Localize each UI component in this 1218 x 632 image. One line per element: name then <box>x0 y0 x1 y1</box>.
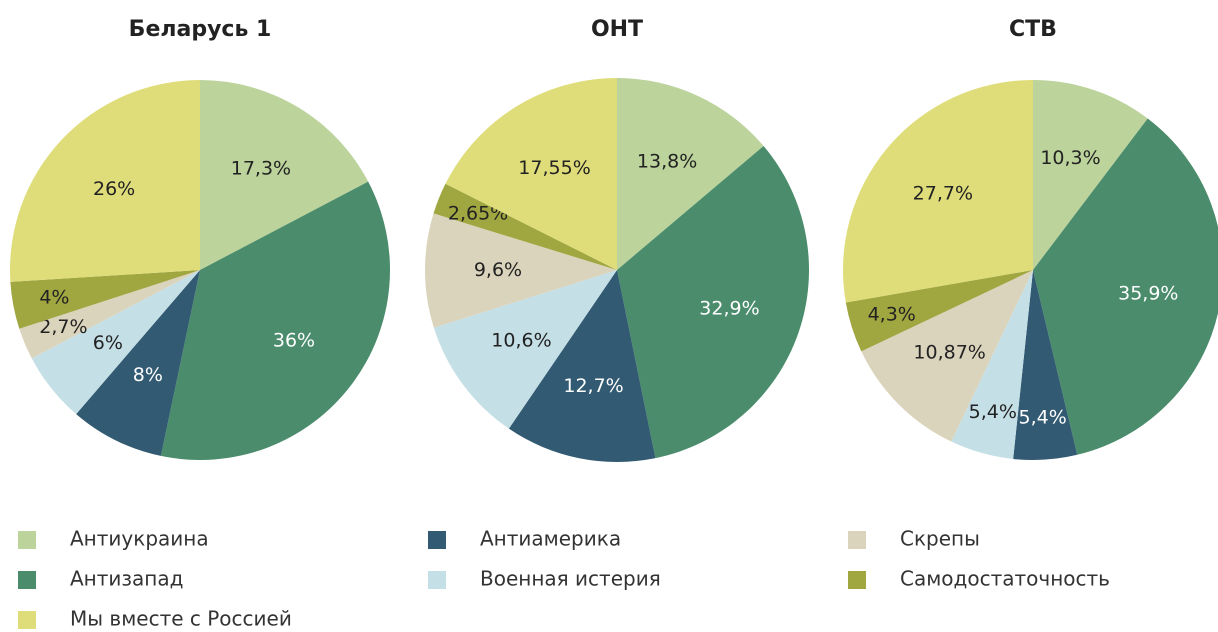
legend-label: Военная истерия <box>480 567 661 591</box>
pie-slice <box>160 181 390 461</box>
legend-swatch <box>18 611 36 629</box>
pie-slice <box>1033 118 1218 455</box>
legend-label: Мы вместе с Россией <box>70 607 292 631</box>
pie-slice <box>76 270 200 456</box>
legend-label: Скрепы <box>900 527 980 551</box>
value-label: 6% <box>93 332 123 354</box>
pie-slice <box>433 183 617 270</box>
value-label: 4,3% <box>868 303 916 325</box>
value-label: 2,65% <box>448 203 508 225</box>
value-label: 5,4% <box>969 401 1017 423</box>
chart-title: ОНТ <box>591 17 643 42</box>
pie-slice <box>1033 80 1148 270</box>
value-label: 17,55% <box>518 157 590 179</box>
legend-label: Антиукраина <box>70 527 209 551</box>
value-label: 10,3% <box>1040 147 1100 169</box>
value-label: 2,7% <box>39 316 87 338</box>
pie-slice <box>508 270 656 462</box>
value-label: 10,6% <box>491 329 551 351</box>
value-label: 12,7% <box>563 375 623 397</box>
chart-title: Беларусь 1 <box>129 17 272 42</box>
legend-label: Антиамерика <box>480 527 621 551</box>
value-label: 36% <box>273 330 315 352</box>
value-label: 8% <box>133 364 163 386</box>
pie-slice <box>9 80 200 282</box>
legend-swatch <box>848 531 866 549</box>
pie-slice <box>10 270 200 329</box>
value-label: 35,9% <box>1118 283 1178 305</box>
legend-swatch <box>18 531 36 549</box>
value-label: 9,6% <box>474 259 522 281</box>
pie-slice <box>19 270 201 359</box>
value-label: 5,4% <box>1019 406 1067 428</box>
legend-swatch <box>848 571 866 589</box>
pie-slice <box>951 270 1033 459</box>
value-label: 13,8% <box>637 151 697 173</box>
pie-slice <box>845 270 1033 352</box>
legend-swatch <box>428 571 446 589</box>
pie-slice <box>617 146 809 459</box>
value-label: 27,7% <box>913 183 973 205</box>
pie-slice <box>433 270 617 429</box>
pie-slice <box>31 270 201 415</box>
legend-label: Антизапад <box>70 567 183 591</box>
value-label: 17,3% <box>231 158 291 180</box>
value-label: 4% <box>39 286 69 308</box>
legend-swatch <box>18 571 36 589</box>
chart-title: СТВ <box>1009 17 1057 42</box>
pie-slice <box>445 78 617 270</box>
value-label: 26% <box>93 178 135 200</box>
pie-slice <box>200 80 369 270</box>
legend-label: Самодостаточность <box>900 567 1110 591</box>
value-label: 32,9% <box>699 297 759 319</box>
pie-slice <box>617 78 764 270</box>
pie-slice <box>861 270 1033 442</box>
pie-slice <box>1013 270 1078 460</box>
pie-slice <box>424 213 617 328</box>
legend-swatch <box>428 531 446 549</box>
pie-slice <box>842 80 1033 303</box>
value-label: 10,87% <box>913 342 985 364</box>
